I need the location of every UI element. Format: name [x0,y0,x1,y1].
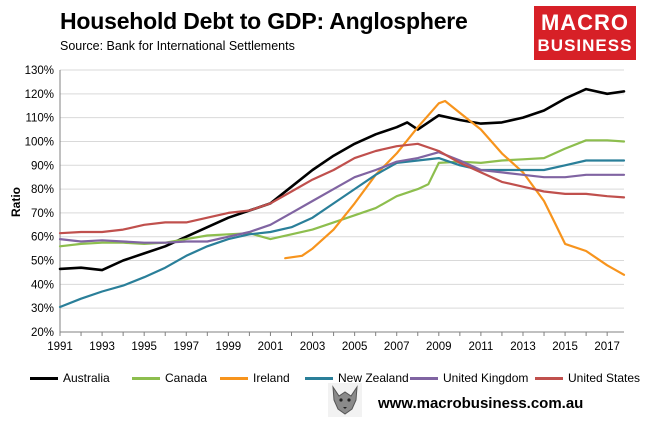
legend-swatch [220,376,248,380]
y-tick-label: 90% [31,160,54,172]
y-tick-label: 70% [31,208,54,220]
x-tick-label: 2015 [552,341,578,353]
x-tick-label: 1999 [216,341,242,353]
wolf-logo-icon [328,383,362,417]
x-tick-label: 2011 [469,341,494,353]
y-tick-label: 120% [25,89,54,101]
y-tick-label: 20% [31,327,54,339]
x-tick-label: 2003 [300,341,326,353]
y-tick-label: 60% [31,232,54,244]
series-line-ireland [284,99,626,276]
legend-item-canada: Canada [132,371,207,385]
chart-title: Household Debt to GDP: Anglosphere [60,8,468,34]
legend-label: New Zealand [338,371,409,385]
legend: Australia Canada Ireland New Zealand United … [30,371,650,387]
axes [59,70,624,336]
gridlines [60,69,624,309]
x-tick-labels: 1991 1993 1995 1997 1999 2001 2003 2005 2007 2009… [47,341,620,353]
y-tick-label: 40% [31,279,54,291]
y-tick-label: 130% [25,65,54,77]
x-tick-label: 1995 [131,341,157,353]
series-line-united-kingdom [58,151,626,244]
legend-swatch [305,376,333,380]
y-tick-label: 80% [31,184,54,196]
logo-line-2: BUSINESS [537,36,633,55]
legend-swatch [132,376,160,380]
x-tick-label: 1991 [47,341,73,353]
x-tick-label: 2005 [342,341,368,353]
y-tick-label: 50% [31,256,54,268]
x-tick-label: 1997 [173,341,199,353]
legend-label: Ireland [253,371,290,385]
legend-item-ireland: Ireland [220,371,290,385]
x-tick-label: 2009 [426,341,452,353]
website-url: www.macrobusiness.com.au [378,395,584,412]
logo-line-1: MACRO [540,10,630,35]
legend-label: United Kingdom [443,371,529,385]
x-tick-label: 2017 [594,341,620,353]
legend-swatch [30,376,58,380]
x-tick-label: 2001 [258,341,284,353]
x-tick-label: 2013 [510,341,536,353]
chart-source: Source: Bank for International Settlemen… [60,39,295,53]
series-line-new-zealand [58,157,626,309]
y-tick-label: 30% [31,303,54,315]
x-tick-label: 2007 [384,341,410,353]
legend-item-united-kingdom: United Kingdom [410,371,528,385]
series-line-australia [58,87,626,272]
legend-item-united-states: United States [535,371,640,385]
y-tick-labels: 20% 30% 40% 50% 60% 70% 80% 90% 100% 110% 120% 130% [25,65,54,339]
legend-label: Australia [63,371,110,385]
macrobusiness-logo: MACRO BUSINESS [534,6,636,60]
legend-label: Canada [165,371,208,385]
legend-swatch [535,376,563,380]
y-tick-label: 110% [25,113,54,125]
legend-label: United States [568,371,641,385]
series-lines [58,87,626,309]
legend-item-new-zealand: New Zealand [305,371,409,385]
y-tick-label: 100% [25,136,54,148]
legend-item-australia: Australia [30,371,110,385]
series-line-united-states [58,142,626,235]
legend-swatch [410,376,438,380]
y-axis-label: Ratio [9,187,23,217]
x-tick-label: 1993 [89,341,115,353]
